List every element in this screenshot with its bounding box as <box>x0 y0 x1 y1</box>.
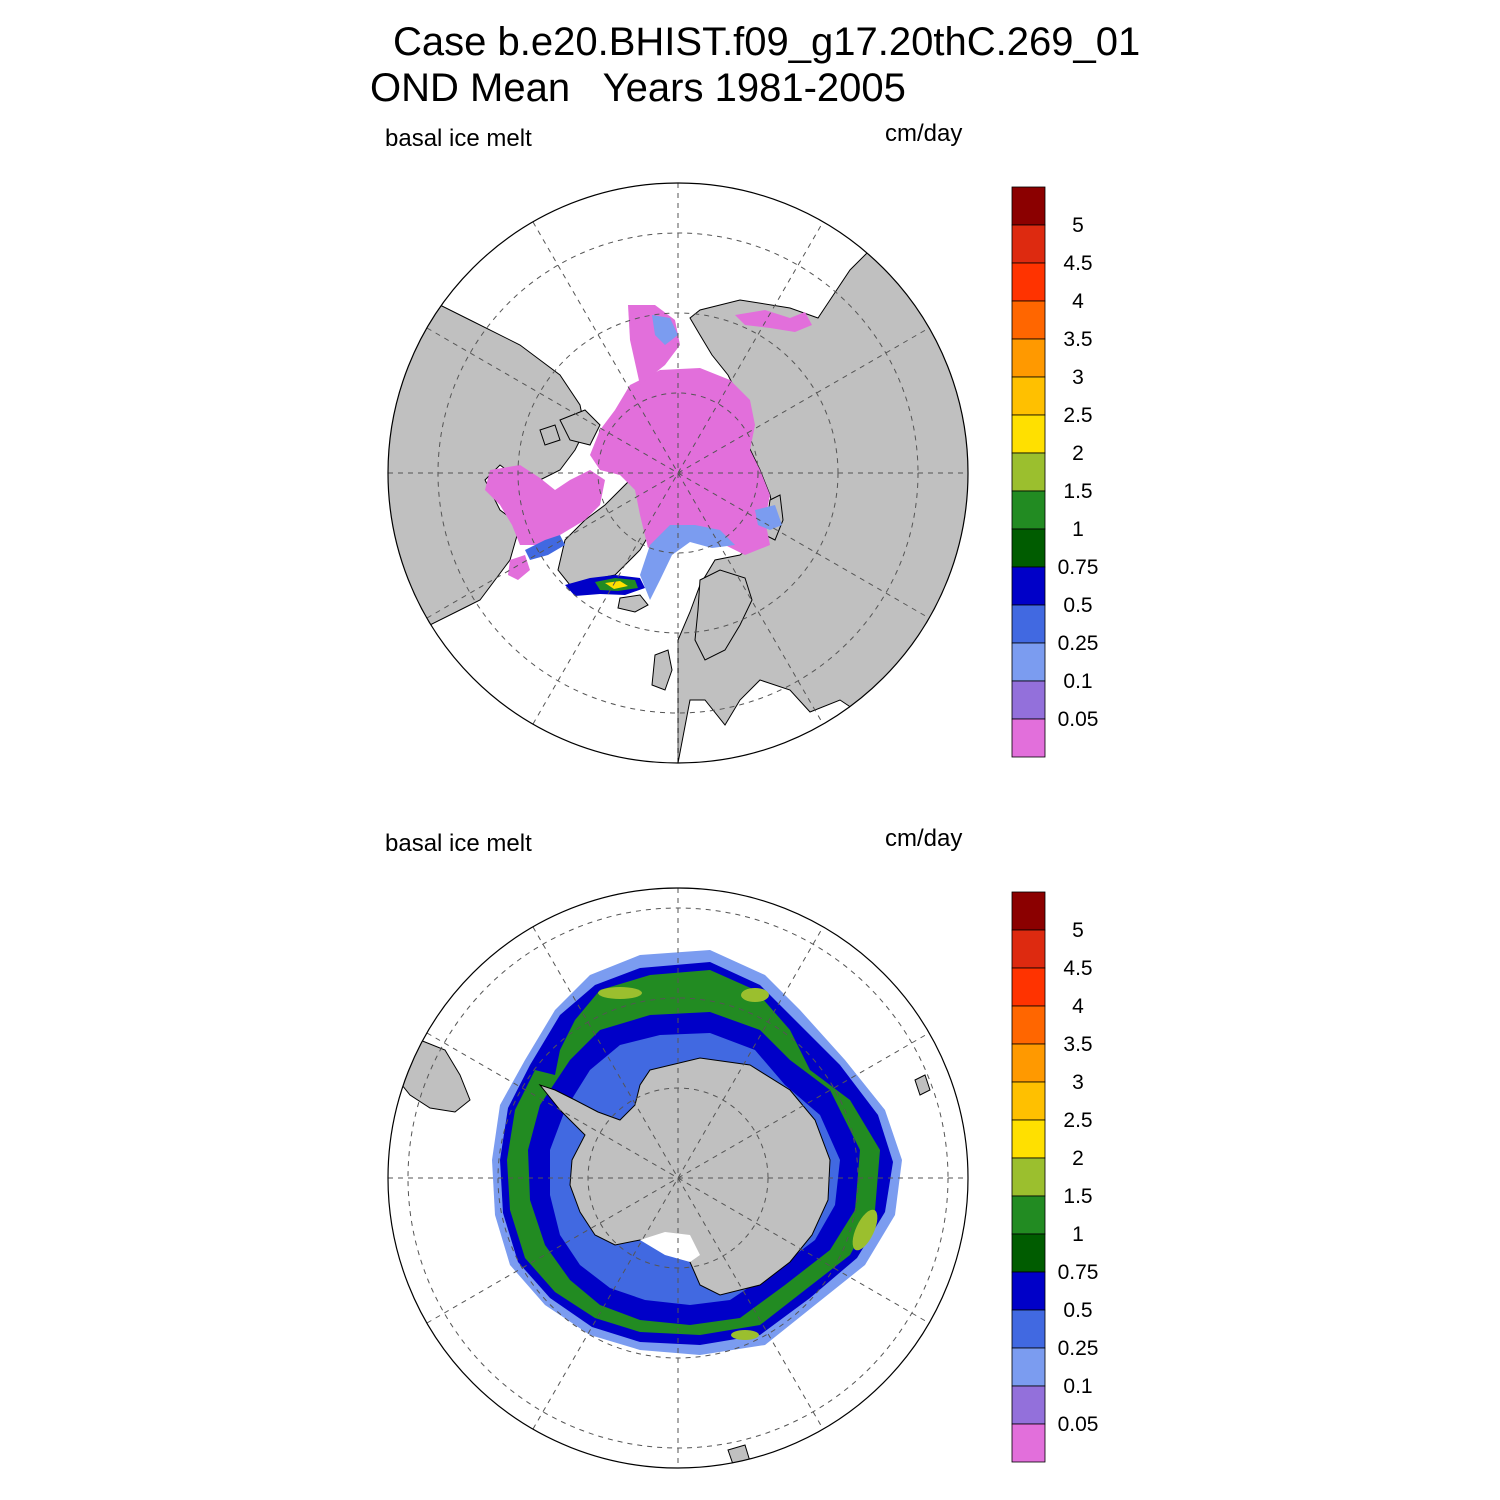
north-colorbar-label: 2 <box>1072 442 1084 465</box>
south-colorbar-box <box>1011 891 1046 931</box>
south-colorbar-label: 2 <box>1072 1147 1084 1170</box>
figure-title-case: Case b.e20.BHIST.f09_g17.20thC.269_01 <box>393 20 1141 64</box>
north-colorbar-box <box>1011 300 1046 340</box>
north-map-border <box>387 182 969 764</box>
north-colorbar-box <box>1011 680 1046 720</box>
figure-title-period: OND Mean Years 1981-2005 <box>370 66 906 110</box>
north-ice-melt-greenland-sea <box>640 525 735 600</box>
north-land-uk <box>651 649 673 691</box>
north-colorbar-label: 4 <box>1072 290 1084 313</box>
south-map-border <box>387 887 969 1469</box>
north-colorbar-box <box>1011 642 1046 682</box>
south-colorbar: 5 4.5 4 3.5 3 2.5 2 1.5 1 0.75 0.5 0.25 0.1 0.05 <box>1011 891 1099 1463</box>
north-colorbar-box <box>1011 224 1046 264</box>
south-ice-melt-peak-1 <box>598 987 642 999</box>
south-colorbar-box <box>1011 1043 1046 1083</box>
south-colorbar-box <box>1011 1005 1046 1045</box>
south-colorbar-box <box>1011 1309 1046 1349</box>
south-land-south-america <box>397 1039 471 1113</box>
north-ice-melt-hudson-bay <box>485 465 605 545</box>
north-colorbar-label: 3 <box>1072 366 1084 389</box>
north-ice-melt-chukchi-edge <box>652 315 678 345</box>
north-colorbar-label: 2.5 <box>1063 404 1092 427</box>
north-colorbar-box <box>1011 528 1046 568</box>
south-colorbar-box <box>1011 1233 1046 1273</box>
south-polar-map <box>387 887 969 1469</box>
south-colorbar-label: 0.25 <box>1058 1337 1099 1360</box>
north-colorbar-box <box>1011 338 1046 378</box>
south-colorbar-box <box>1011 929 1046 969</box>
south-colorbar-label: 1.5 <box>1063 1185 1092 1208</box>
north-graticule <box>388 183 968 763</box>
south-colorbar-box <box>1011 1271 1046 1311</box>
south-colorbar-label: 4.5 <box>1063 957 1092 980</box>
south-colorbar-label: 3 <box>1072 1071 1084 1094</box>
north-land-north-america <box>388 299 586 626</box>
south-colorbar-label: 0.75 <box>1058 1261 1099 1284</box>
north-colorbar-box <box>1011 604 1046 644</box>
south-colorbar-box <box>1011 1423 1046 1463</box>
south-land-antarctica <box>538 1057 831 1296</box>
south-colorbar-label: 2.5 <box>1063 1109 1092 1132</box>
south-colorbar-box <box>1011 1385 1046 1425</box>
north-colorbar-box <box>1011 490 1046 530</box>
south-colorbar-label: 0.05 <box>1058 1413 1099 1436</box>
south-colorbar-label: 0.1 <box>1063 1375 1092 1398</box>
north-colorbar-label: 1.5 <box>1063 480 1092 503</box>
south-land-south-africa-tip <box>914 1074 931 1096</box>
north-colorbar-label: 0.05 <box>1058 708 1099 731</box>
north-colorbar-label: 5 <box>1072 214 1084 237</box>
north-colorbar-label: 0.5 <box>1063 594 1092 617</box>
north-polar-map <box>387 182 969 764</box>
south-colorbar-box <box>1011 967 1046 1007</box>
south-colorbar-box <box>1011 1195 1046 1235</box>
south-ice-melt-peak-4 <box>731 1330 759 1340</box>
south-colorbar-label: 1 <box>1072 1223 1084 1246</box>
north-variable-label: basal ice melt <box>385 125 532 152</box>
north-colorbar-box <box>1011 452 1046 492</box>
south-ice-melt-peak-3 <box>852 1209 878 1251</box>
north-ice-melt-central-arctic <box>590 368 770 555</box>
north-colorbar-box <box>1011 186 1046 226</box>
north-ice-melt-baffin <box>525 535 565 560</box>
north-colorbar-box <box>1011 376 1046 416</box>
north-colorbar-box <box>1011 262 1046 302</box>
south-colorbar-label: 3.5 <box>1063 1033 1092 1056</box>
south-colorbar-box <box>1011 1119 1046 1159</box>
north-units-label: cm/day <box>885 120 963 147</box>
south-land-ross-shelf <box>640 1232 700 1262</box>
north-ice-melt-denmark-strait-peak <box>605 581 628 589</box>
north-colorbar-box <box>1011 718 1046 758</box>
north-colorbar-box <box>1011 566 1046 606</box>
north-colorbar-box <box>1011 414 1046 454</box>
south-colorbar-box <box>1011 1081 1046 1121</box>
south-colorbar-label: 0.5 <box>1063 1299 1092 1322</box>
south-colorbar-box <box>1011 1347 1046 1387</box>
north-colorbar-label: 0.75 <box>1058 556 1099 579</box>
north-colorbar-label: 1 <box>1072 518 1084 541</box>
south-colorbar-label: 5 <box>1072 919 1084 942</box>
south-variable-label: basal ice melt <box>385 830 532 857</box>
north-ice-melt-barents <box>755 505 782 530</box>
south-units-label: cm/day <box>885 825 963 852</box>
south-ice-melt-peak-2 <box>741 988 769 1002</box>
south-graticule <box>388 888 968 1468</box>
south-colorbar-box <box>1011 1157 1046 1197</box>
north-land-scandinavia <box>694 569 753 661</box>
north-colorbar-label: 3.5 <box>1063 328 1092 351</box>
north-ice-melt-okhotsk <box>735 310 812 332</box>
north-land-iceland <box>617 594 649 613</box>
north-colorbar-label: 0.25 <box>1058 632 1099 655</box>
north-colorbar-label: 4.5 <box>1063 252 1092 275</box>
south-colorbar-label: 4 <box>1072 995 1084 1018</box>
north-colorbar-label: 0.1 <box>1063 670 1092 693</box>
north-colorbar: 5 4.5 4 3.5 3 2.5 2 1.5 1 0.75 0.5 0.25 0.1 0.05 <box>1011 186 1099 758</box>
